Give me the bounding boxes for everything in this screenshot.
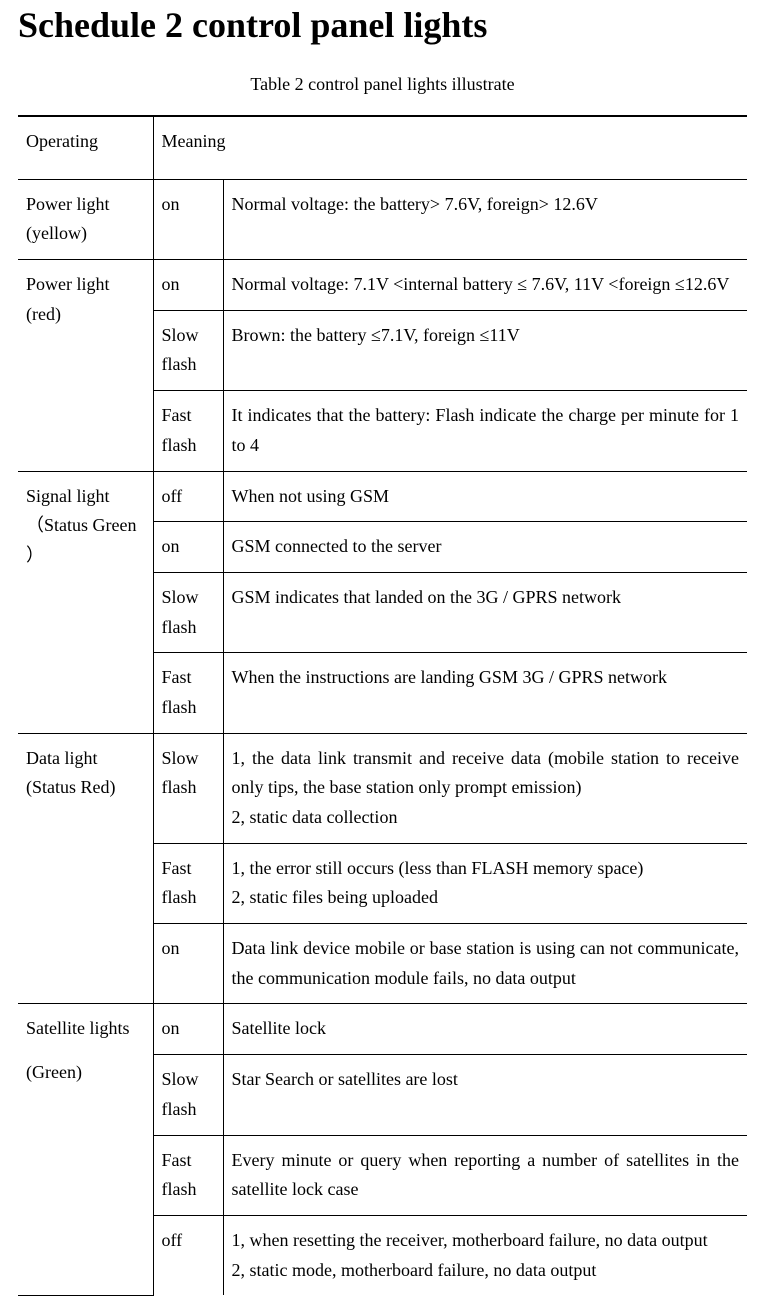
table-row: Data light (Status Red)Slow flash1, the … bbox=[18, 733, 747, 843]
light-meaning: 1, the error still occurs (less than FLA… bbox=[223, 843, 747, 923]
light-meaning: 1, when resetting the receiver, motherbo… bbox=[223, 1215, 747, 1295]
light-meaning: It indicates that the battery: Flash ind… bbox=[223, 391, 747, 471]
light-meaning: Normal voltage: 7.1V <internal battery ≤… bbox=[223, 260, 747, 311]
light-state: Slow flash bbox=[153, 572, 223, 652]
light-name: Satellite lights(Green) bbox=[18, 1004, 153, 1295]
light-meaning: When not using GSM bbox=[223, 471, 747, 522]
light-meaning: Satellite lock bbox=[223, 1004, 747, 1055]
light-state: on bbox=[153, 522, 223, 573]
light-state: on bbox=[153, 1004, 223, 1055]
light-meaning: Data link device mobile or base station … bbox=[223, 924, 747, 1004]
table-row: Signal light （Status Green ）offWhen not … bbox=[18, 471, 747, 522]
light-state: on bbox=[153, 179, 223, 259]
header-meaning: Meaning bbox=[153, 116, 747, 179]
light-state: Fast flash bbox=[153, 1135, 223, 1215]
table-row: Power light (red)onNormal voltage: 7.1V … bbox=[18, 260, 747, 311]
light-meaning: Every minute or query when reporting a n… bbox=[223, 1135, 747, 1215]
light-meaning: Star Search or satellites are lost bbox=[223, 1055, 747, 1135]
table-row: Satellite lights(Green)onSatellite lock bbox=[18, 1004, 747, 1055]
light-state: off bbox=[153, 1215, 223, 1295]
light-meaning: 1, the data link transmit and receive da… bbox=[223, 733, 747, 843]
light-name: Data light (Status Red) bbox=[18, 733, 153, 1004]
light-state: on bbox=[153, 260, 223, 311]
light-state: Slow flash bbox=[153, 733, 223, 843]
control-panel-lights-table: OperatingMeaningPower light (yellow)onNo… bbox=[18, 115, 747, 1296]
light-meaning: Brown: the battery ≤7.1V, foreign ≤11V bbox=[223, 310, 747, 390]
light-state: Fast flash bbox=[153, 391, 223, 471]
light-meaning: GSM connected to the server bbox=[223, 522, 747, 573]
table-caption: Table 2 control panel lights illustrate bbox=[18, 74, 747, 95]
light-name: Power light (yellow) bbox=[18, 179, 153, 259]
light-name: Signal light （Status Green ） bbox=[18, 471, 153, 733]
table-row: Power light (yellow)onNormal voltage: th… bbox=[18, 179, 747, 259]
light-meaning: GSM indicates that landed on the 3G / GP… bbox=[223, 572, 747, 652]
light-state: off bbox=[153, 471, 223, 522]
header-operating: Operating bbox=[18, 116, 153, 179]
light-meaning: Normal voltage: the battery> 7.6V, forei… bbox=[223, 179, 747, 259]
light-name: Power light (red) bbox=[18, 260, 153, 471]
light-state: on bbox=[153, 924, 223, 1004]
light-state: Slow flash bbox=[153, 310, 223, 390]
page-title: Schedule 2 control panel lights bbox=[18, 4, 747, 46]
light-meaning: When the instructions are landing GSM 3G… bbox=[223, 653, 747, 733]
light-state: Fast flash bbox=[153, 843, 223, 923]
light-state: Slow flash bbox=[153, 1055, 223, 1135]
light-state: Fast flash bbox=[153, 653, 223, 733]
